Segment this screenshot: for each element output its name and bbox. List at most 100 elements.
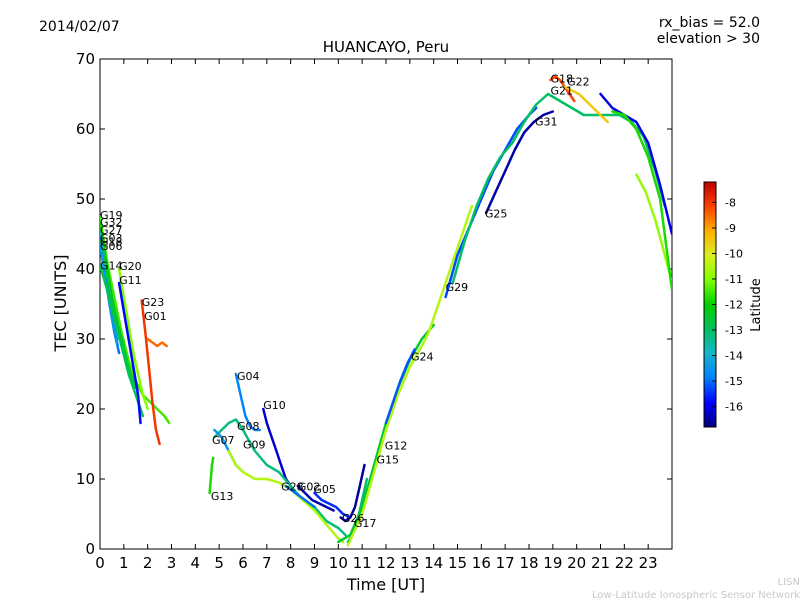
satellite-label: G15: [376, 453, 399, 466]
x-tick-label: 16: [472, 554, 491, 572]
series-group: [100, 75, 672, 547]
y-tick-label: 10: [76, 470, 95, 488]
y-tick-label: 40: [76, 260, 95, 278]
satellite-label: G11: [119, 274, 142, 287]
series-line-g05: [313, 491, 352, 519]
series-line-g29: [420, 204, 474, 348]
series-line-g31: [484, 110, 555, 215]
satellite-label: G05: [313, 483, 336, 496]
satellite-label: G12: [385, 439, 408, 452]
series-line-g22: [563, 85, 609, 124]
x-tick-label: 18: [519, 554, 538, 572]
x-tick-label: 6: [238, 554, 248, 572]
satellite-label: G10: [263, 399, 286, 412]
elevation-label: elevation > 30: [657, 31, 760, 47]
satellite-label: G25: [485, 208, 508, 221]
series-line-g_late_c: [611, 110, 672, 292]
date-label: 2014/02/07: [39, 19, 120, 35]
series-line-g18: [549, 75, 576, 103]
footer-org-short: LISN: [778, 577, 800, 588]
series-line-g13: [208, 456, 215, 495]
satellite-label: G28: [281, 481, 304, 494]
satellite-label: G18: [550, 73, 573, 86]
colorbar-tick-label: -9: [725, 222, 736, 235]
x-tick-label: 14: [424, 554, 443, 572]
colorbar-tick-label: -10: [725, 247, 743, 260]
series-line-g11: [117, 281, 142, 425]
satellite-label: G26: [342, 512, 365, 525]
y-tick-label: 50: [76, 190, 95, 208]
satellite-label: G29: [446, 281, 469, 294]
colorbar-tick-label: -14: [725, 350, 743, 363]
satellite-label: G13: [211, 490, 234, 503]
satellite-label: G24: [411, 351, 434, 364]
series-line-g10: [262, 407, 292, 488]
colorbar-label: Latitude: [749, 278, 764, 332]
series-line-g02: [296, 484, 335, 512]
satellite-label: G14: [100, 260, 123, 273]
x-tick-label: 2: [143, 554, 153, 572]
x-tick-label: 17: [496, 554, 515, 572]
series-line-g20: [117, 267, 149, 411]
satellite-label: G02: [298, 481, 321, 494]
colorbar-tick-label: -11: [725, 273, 743, 286]
y-tick-label: 30: [76, 330, 95, 348]
satellite-label: G31: [535, 115, 558, 128]
plot-frame: [99, 58, 673, 550]
satellite-label: G01: [144, 310, 167, 323]
x-tick-label: 12: [376, 554, 395, 572]
series-line-g08: [213, 418, 347, 537]
satellite-label: G23: [142, 296, 165, 309]
y-tick-label: 20: [76, 400, 95, 418]
satellite-label: G07: [212, 434, 235, 447]
x-tick-label: 9: [310, 554, 320, 572]
series-line-g_late_a: [599, 92, 672, 236]
x-tick-label: 20: [567, 554, 586, 572]
x-tick-label: 5: [214, 554, 224, 572]
satellite-label: G18: [100, 236, 123, 249]
colorbar-tick-label: -15: [725, 375, 743, 388]
x-tick-label: 11: [353, 554, 372, 572]
x-tick-label: 22: [615, 554, 634, 572]
satellite-label: G09: [243, 439, 266, 452]
y-tick-label: 60: [76, 120, 95, 138]
series-line-g_late_b: [635, 173, 672, 285]
series-line-g21: [451, 92, 667, 285]
series-line-g26: [339, 463, 366, 523]
x-tick-label: 3: [167, 554, 177, 572]
x-tick-label: 10: [329, 554, 348, 572]
satellite-label: G21: [550, 85, 573, 98]
series-line-g14: [100, 264, 145, 418]
satellite-label: G03: [100, 232, 123, 245]
satellite-label: G32: [100, 216, 123, 229]
satellite-label: G19: [100, 209, 123, 222]
colorbar-tick-label: -8: [725, 196, 736, 209]
y-tick-label: 70: [76, 50, 95, 68]
series-line-g23: [140, 299, 161, 446]
satellite-label: G20: [119, 260, 142, 273]
x-tick-label: 23: [639, 554, 658, 572]
y-tick-label: 0: [85, 540, 95, 558]
satellite-label: G06: [100, 240, 123, 253]
y-axis-label: TEC [UNITS]: [51, 255, 70, 353]
x-tick-label: 15: [448, 554, 467, 572]
satellite-label: G27: [100, 224, 123, 237]
colorbar-tick-label: -16: [725, 401, 743, 414]
satellite-label: G17: [354, 517, 377, 530]
x-tick-label: 7: [262, 554, 272, 572]
series-line-g04: [234, 372, 261, 432]
x-tick-label: 1: [119, 554, 129, 572]
series-line-g12: [346, 344, 424, 547]
series-line-g18: [100, 239, 138, 390]
satellite-label: G04: [237, 370, 260, 383]
chart-title: HUANCAYO, Peru: [323, 38, 449, 56]
satellite-label: G22: [567, 75, 590, 88]
colorbar-tick-label: -13: [725, 324, 743, 337]
x-tick-label: 8: [286, 554, 296, 572]
x-axis-label: Time [UT]: [346, 575, 425, 594]
series-line-g24: [384, 348, 416, 425]
rx-bias-label: rx_bias = 52.0: [659, 15, 760, 31]
plot-area: 0 1 2 3 4 5 6 7 8 9 10 11 12 13 14 15 16 17 18 19 20 21 22 2301…: [76, 50, 673, 572]
satellite-label: G08: [237, 420, 260, 433]
